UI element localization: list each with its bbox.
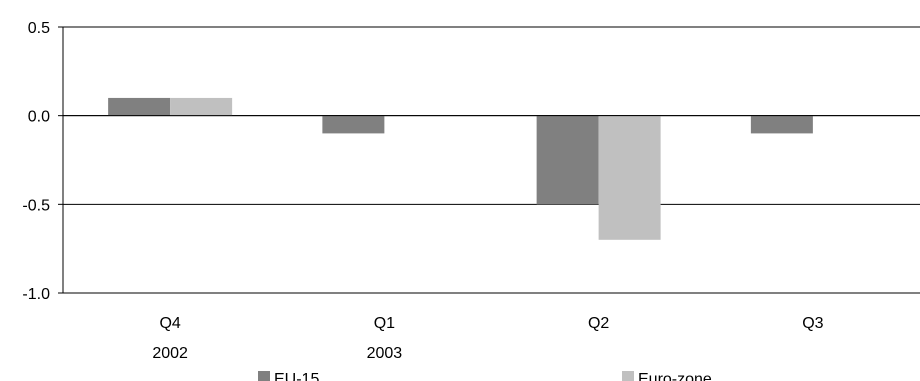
bar-euro-zone-2 — [598, 115, 661, 240]
y-tick-label: 0.5 — [28, 20, 50, 37]
category-label: Q3 — [802, 315, 823, 332]
category-label: Q2 — [588, 315, 609, 332]
category-sublabel: 2003 — [367, 345, 403, 362]
legend-label: EU-15 — [274, 371, 319, 381]
bar-eu-15-2 — [536, 115, 599, 205]
y-tick-labels: 0.5 0.0 -0.5 -1.0 — [22, 20, 50, 303]
axes — [58, 26, 920, 294]
legend: EU-15 Euro-zone — [258, 371, 712, 381]
y-tick-label: -1.0 — [22, 286, 50, 303]
bar-euro-zone-0 — [170, 97, 233, 116]
bar-eu-15-0 — [108, 97, 171, 116]
legend-swatch — [258, 371, 270, 381]
legend-swatch — [622, 371, 634, 381]
y-tick-label: -0.5 — [22, 197, 50, 214]
legend-label: Euro-zone — [638, 371, 712, 381]
category-labels: Q4 2002 Q1 2003 Q2 Q3 — [152, 315, 823, 362]
bar-eu-15-3 — [750, 115, 813, 134]
category-label: Q1 — [374, 315, 395, 332]
category-sublabel: 2002 — [152, 345, 188, 362]
bar-eu-15-1 — [322, 115, 385, 134]
category-label: Q4 — [159, 315, 180, 332]
bars — [108, 97, 813, 240]
gridlines — [63, 26, 920, 294]
y-tick-label: 0.0 — [28, 109, 50, 126]
